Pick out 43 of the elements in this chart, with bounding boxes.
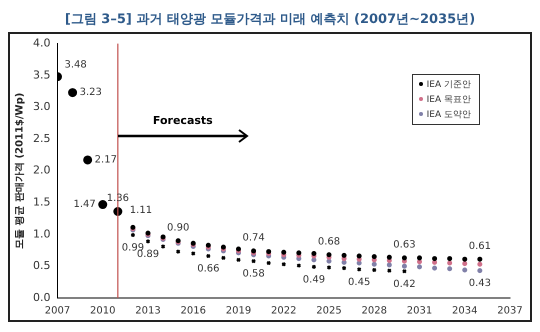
x-tick-label: 2013 (135, 306, 161, 317)
x-tick-label: 2010 (90, 306, 116, 317)
x-tick-label: 2025 (316, 306, 342, 317)
chart-title: [그림 3–5] 과거 태양광 모듈가격과 미래 예측치 (2007년~2035년) (64, 11, 476, 29)
y-tick-label: 2.0 (32, 164, 50, 177)
x-tick-label: 2034 (452, 306, 478, 317)
x-tick-label: 2016 (180, 306, 206, 317)
data-label: 0.58 (242, 268, 265, 280)
data-label: 0.42 (393, 278, 416, 290)
y-tick-label: 0.5 (32, 259, 50, 272)
data-label: 0.43 (468, 278, 491, 290)
data-label: 1.11 (130, 205, 152, 216)
data-label: 0.61 (468, 240, 491, 252)
data-label: 1.47 (73, 199, 96, 210)
x-tick-label: 2022 (271, 306, 296, 317)
y-tick-label: 1.5 (32, 195, 50, 208)
data-label: 2.17 (94, 154, 117, 166)
data-label: 0.68 (318, 236, 340, 248)
x-tick-label: 2028 (362, 306, 387, 317)
data-label: 0.66 (197, 264, 220, 275)
legend-label: IEA 기준안 (426, 78, 471, 91)
y-tick-label: 0.0 (32, 290, 50, 304)
x-tick-label: 2019 (226, 306, 252, 317)
data-label: 3.23 (80, 87, 102, 98)
data-label: 0.45 (348, 276, 370, 288)
y-tick-label: 2.5 (32, 132, 50, 145)
y-tick-label: 4.0 (32, 36, 50, 50)
y-tick-label: 1.0 (32, 227, 50, 240)
x-tick-label: 2031 (406, 306, 432, 317)
data-label: 0.49 (302, 274, 326, 286)
data-label: 0.63 (393, 240, 416, 251)
legend-label: IEA 목표안 (426, 94, 471, 106)
y-tick-label: 3.5 (32, 68, 50, 82)
x-tick-label: 2007 (44, 306, 70, 317)
legend-label: IEA 도약안 (426, 108, 471, 121)
x-tick-label: 2037 (497, 306, 523, 317)
y-tick-label: 3.0 (32, 100, 50, 114)
y-axis-title: 모듈 평균 판매가격 (2011$/Wp) (14, 92, 26, 249)
data-label: 0.90 (167, 222, 190, 234)
data-label: 0.89 (136, 248, 160, 260)
data-label: 3.48 (64, 59, 87, 70)
annotation: Forecasts (152, 114, 214, 127)
data-label: 0.74 (242, 232, 265, 244)
